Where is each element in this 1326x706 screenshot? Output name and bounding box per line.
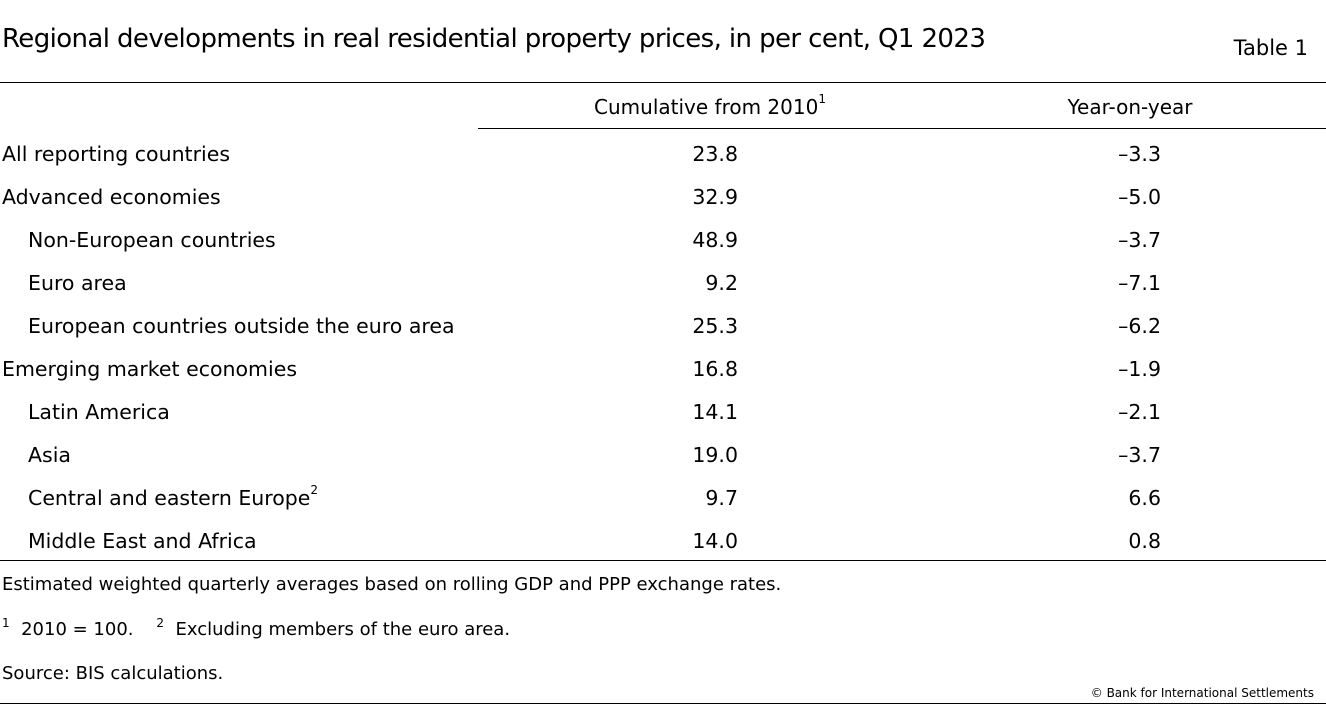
- table-row: Latin America 14.1 –2.1: [0, 400, 1326, 443]
- header-rule: [478, 128, 1326, 129]
- footnote-ref: 2: [310, 483, 319, 497]
- row-label-text: Non-European countries: [28, 228, 276, 252]
- source-note: Source: BIS calculations.: [2, 663, 224, 684]
- footnote-ref: 1: [818, 92, 826, 106]
- table-row: European countries outside the euro area…: [0, 314, 1326, 357]
- table-title: Regional developments in real residentia…: [2, 24, 986, 54]
- row-label: European countries outside the euro area: [28, 314, 455, 338]
- yoy-value: –1.9: [1118, 357, 1161, 381]
- cumulative-value: 14.0: [692, 529, 738, 553]
- row-label: Latin America: [28, 400, 170, 424]
- yoy-value: –3.7: [1118, 443, 1161, 467]
- row-label: Central and eastern Europe2: [28, 483, 319, 510]
- cumulative-value: 48.9: [692, 228, 738, 252]
- table-row: Central and eastern Europe2 9.7 6.6: [0, 483, 1326, 529]
- row-label-text: Euro area: [28, 271, 127, 295]
- cumulative-value: 19.0: [692, 443, 738, 467]
- row-label-text: Middle East and Africa: [28, 529, 257, 553]
- row-label-text: Advanced economies: [2, 185, 221, 209]
- footnote-2-marker: 2: [156, 616, 165, 630]
- table-row: Emerging market economies 16.8 –1.9: [0, 357, 1326, 400]
- table-row: Euro area 9.2 –7.1: [0, 271, 1326, 314]
- yoy-value: –5.0: [1118, 185, 1161, 209]
- table-row: Asia 19.0 –3.7: [0, 443, 1326, 486]
- yoy-value: –6.2: [1118, 314, 1161, 338]
- row-label: Middle East and Africa: [28, 529, 257, 553]
- copyright: © Bank for International Settlements: [1090, 686, 1314, 700]
- table-row: Non-European countries 48.9 –3.7: [0, 228, 1326, 271]
- row-label-text: Emerging market economies: [2, 357, 298, 381]
- yoy-value: –3.3: [1118, 142, 1161, 166]
- cumulative-value: 16.8: [692, 357, 738, 381]
- footer-rule: [0, 703, 1326, 704]
- row-label: Euro area: [28, 271, 127, 295]
- yoy-value: –7.1: [1118, 271, 1161, 295]
- footnotes: 1 2010 = 100. 2 Excluding members of the…: [2, 616, 511, 640]
- cumulative-value: 32.9: [692, 185, 738, 209]
- top-rule: [0, 82, 1326, 83]
- row-label-text: European countries outside the euro area: [28, 314, 455, 338]
- row-label-text: All reporting countries: [2, 142, 231, 166]
- row-label-text: Central and eastern Europe: [28, 486, 311, 510]
- column-header-cumulative: Cumulative from 20101: [540, 92, 880, 119]
- cumulative-value: 9.2: [705, 271, 738, 295]
- footnote-1-marker: 1: [2, 616, 10, 630]
- bottom-rule: [0, 560, 1326, 561]
- cumulative-value: 14.1: [692, 400, 738, 424]
- row-label: Emerging market economies: [2, 357, 297, 381]
- row-label-text: Latin America: [28, 400, 170, 424]
- cumulative-value: 9.7: [705, 486, 738, 510]
- table-number: Table 1: [1233, 36, 1308, 60]
- yoy-value: 0.8: [1128, 529, 1161, 553]
- row-label: Non-European countries: [28, 228, 276, 252]
- table-row: All reporting countries 23.8 –3.3: [0, 142, 1326, 185]
- footnote-2: Excluding members of the euro area.: [175, 619, 511, 640]
- column-header-text: Cumulative from 2010: [594, 95, 819, 119]
- row-label: All reporting countries: [2, 142, 230, 166]
- row-label: Advanced economies: [2, 185, 221, 209]
- table-row: Middle East and Africa 14.0 0.8: [0, 529, 1326, 572]
- yoy-value: –3.7: [1118, 228, 1161, 252]
- row-label: Asia: [28, 443, 71, 467]
- cumulative-value: 25.3: [692, 314, 738, 338]
- table-row: Advanced economies 32.9 –5.0: [0, 185, 1326, 228]
- row-label-text: Asia: [28, 443, 71, 467]
- cumulative-value: 23.8: [692, 142, 738, 166]
- footnote-1: 2010 = 100.: [21, 619, 134, 640]
- yoy-value: –2.1: [1118, 400, 1161, 424]
- yoy-value: 6.6: [1128, 486, 1161, 510]
- column-header-yoy: Year-on-year: [1067, 95, 1193, 119]
- note-main: Estimated weighted quarterly averages ba…: [2, 574, 782, 595]
